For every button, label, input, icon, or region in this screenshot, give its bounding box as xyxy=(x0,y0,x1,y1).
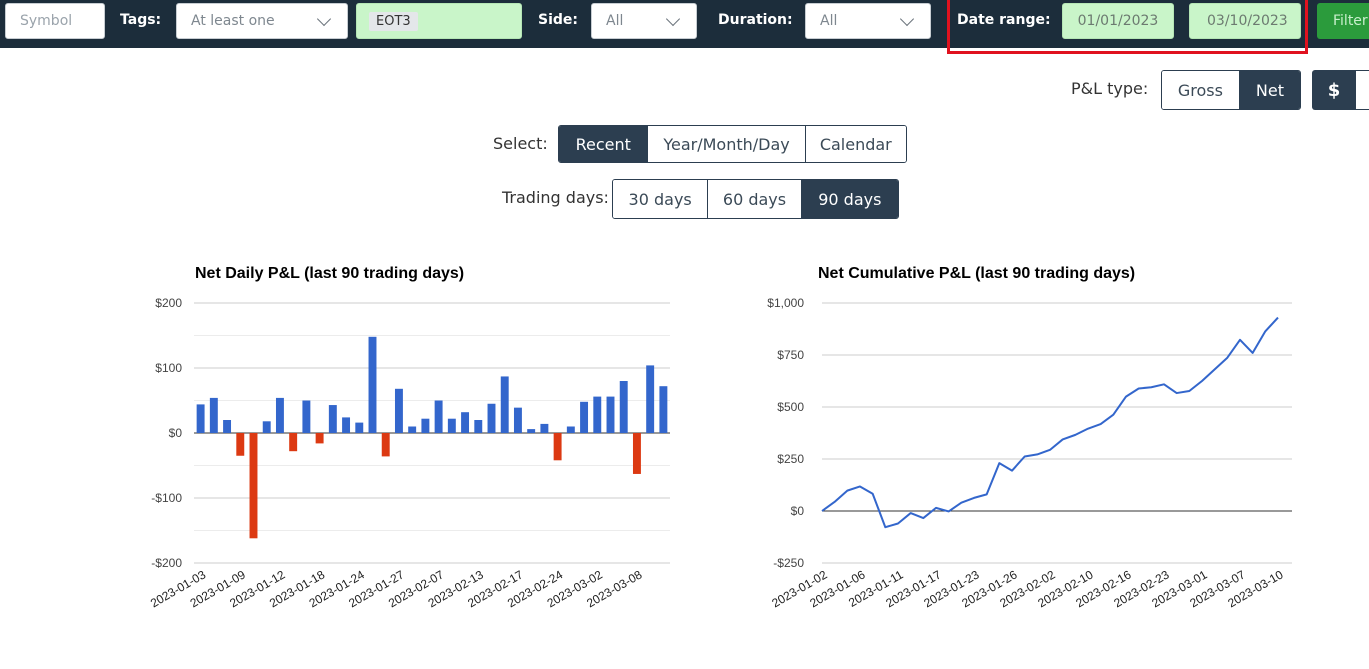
trading-days-30-button[interactable]: 30 days xyxy=(613,180,708,218)
daily-pnl-chart-title: Net Daily P&L (last 90 trading days) xyxy=(195,265,465,282)
bar xyxy=(236,433,245,456)
select-calendar-button[interactable]: Calendar xyxy=(804,126,906,162)
trading-days-90-button[interactable]: 90 days xyxy=(800,180,898,218)
bar xyxy=(474,420,483,433)
bar xyxy=(632,433,641,474)
y-tick-label: $100 xyxy=(155,361,182,375)
bar xyxy=(421,418,430,433)
symbol-placeholder: Symbol xyxy=(20,13,73,29)
y-tick-label: -$100 xyxy=(151,491,182,505)
date-start-input[interactable]: 01/01/2023 xyxy=(1062,3,1174,39)
chevron-down-icon xyxy=(316,11,332,26)
bar xyxy=(659,386,668,433)
bar xyxy=(289,433,298,452)
bar xyxy=(553,433,562,461)
y-tick-label: $200 xyxy=(155,296,182,310)
bar xyxy=(580,401,589,433)
date-end-input[interactable]: 03/10/2023 xyxy=(1189,3,1301,39)
tags-mode-value: At least one xyxy=(191,13,275,29)
trading-days-toggle: 30 days 60 days 90 days xyxy=(612,179,899,219)
y-tick-label: $0 xyxy=(169,426,183,440)
bar xyxy=(394,388,403,433)
bar xyxy=(196,404,205,433)
filter-bar: Symbol Tags: At least one EOT3 Side: All… xyxy=(0,0,1369,48)
unit-other-button[interactable] xyxy=(1356,70,1369,110)
date-range-highlight-box xyxy=(947,0,1308,54)
date-range-label: Date range: xyxy=(957,12,1051,28)
filter-button-label: Filter xyxy=(1333,13,1368,29)
y-tick-label: $1,000 xyxy=(767,296,804,310)
bar xyxy=(619,381,628,433)
bar xyxy=(527,429,536,433)
bar xyxy=(315,433,324,444)
side-select[interactable]: All xyxy=(591,3,697,39)
side-value: All xyxy=(606,13,624,29)
bar xyxy=(302,400,311,433)
chevron-down-icon xyxy=(665,11,681,26)
tags-mode-select[interactable]: At least one xyxy=(176,3,348,39)
bar xyxy=(434,400,443,433)
bar xyxy=(275,397,284,433)
y-tick-label: $750 xyxy=(777,348,804,362)
bar xyxy=(209,397,218,433)
pnl-type-label: P&L type: xyxy=(1071,79,1149,98)
daily-pnl-chart: $200$100$0-$100-$2002023-01-032023-01-09… xyxy=(148,296,670,610)
y-tick-label: $0 xyxy=(791,504,805,518)
y-tick-label: -$200 xyxy=(151,556,182,570)
bar xyxy=(249,433,258,539)
bar xyxy=(408,426,417,433)
duration-value: All xyxy=(820,13,838,29)
bar xyxy=(223,420,232,433)
pnl-type-toggle: Gross Net xyxy=(1161,70,1301,110)
duration-select[interactable]: All xyxy=(805,3,931,39)
bar xyxy=(368,336,377,433)
bar xyxy=(328,405,337,433)
tags-input[interactable]: EOT3 xyxy=(356,3,522,39)
cumulative-pnl-chart: $1,000$750$500$250$0-$2502023-01-022023-… xyxy=(767,296,1292,610)
duration-label: Duration: xyxy=(718,12,793,28)
bar xyxy=(540,423,549,433)
select-year-month-day-button[interactable]: Year/Month/Day xyxy=(647,126,805,162)
chevron-down-icon xyxy=(899,11,915,26)
bar xyxy=(262,421,271,433)
bar xyxy=(381,433,390,457)
y-tick-label: -$250 xyxy=(773,556,804,570)
pnl-type-net-button[interactable]: Net xyxy=(1238,71,1300,109)
filter-button[interactable]: Filter xyxy=(1317,3,1369,39)
trading-days-label: Trading days: xyxy=(502,188,609,207)
select-mode-toggle: Recent Year/Month/Day Calendar xyxy=(558,125,907,163)
side-label: Side: xyxy=(538,12,578,28)
bar xyxy=(606,396,615,433)
bar xyxy=(500,376,509,433)
bar xyxy=(646,365,655,433)
date-end-value: 03/10/2023 xyxy=(1207,13,1288,29)
y-tick-label: $500 xyxy=(777,400,804,414)
y-tick-label: $250 xyxy=(777,452,804,466)
bar xyxy=(566,426,575,433)
bar xyxy=(461,412,470,433)
unit-dollar-button[interactable]: $ xyxy=(1312,70,1356,110)
bar xyxy=(593,396,602,433)
tags-label: Tags: xyxy=(120,12,162,28)
bar xyxy=(487,403,496,433)
bar xyxy=(447,418,456,433)
cumulative-pnl-chart-title: Net Cumulative P&L (last 90 trading days… xyxy=(818,265,1136,282)
select-label: Select: xyxy=(493,134,548,153)
cumulative-line xyxy=(821,316,1279,529)
symbol-input[interactable]: Symbol xyxy=(5,3,105,39)
bar xyxy=(355,422,364,433)
bar xyxy=(513,407,522,433)
tag-chip[interactable]: EOT3 xyxy=(369,11,418,31)
trading-days-60-button[interactable]: 60 days xyxy=(707,180,801,218)
bar xyxy=(342,417,351,433)
unit-toggle: $ xyxy=(1312,70,1369,110)
select-recent-button[interactable]: Recent xyxy=(559,126,648,162)
pnl-type-gross-button[interactable]: Gross xyxy=(1162,71,1239,109)
date-start-value: 01/01/2023 xyxy=(1077,13,1159,29)
